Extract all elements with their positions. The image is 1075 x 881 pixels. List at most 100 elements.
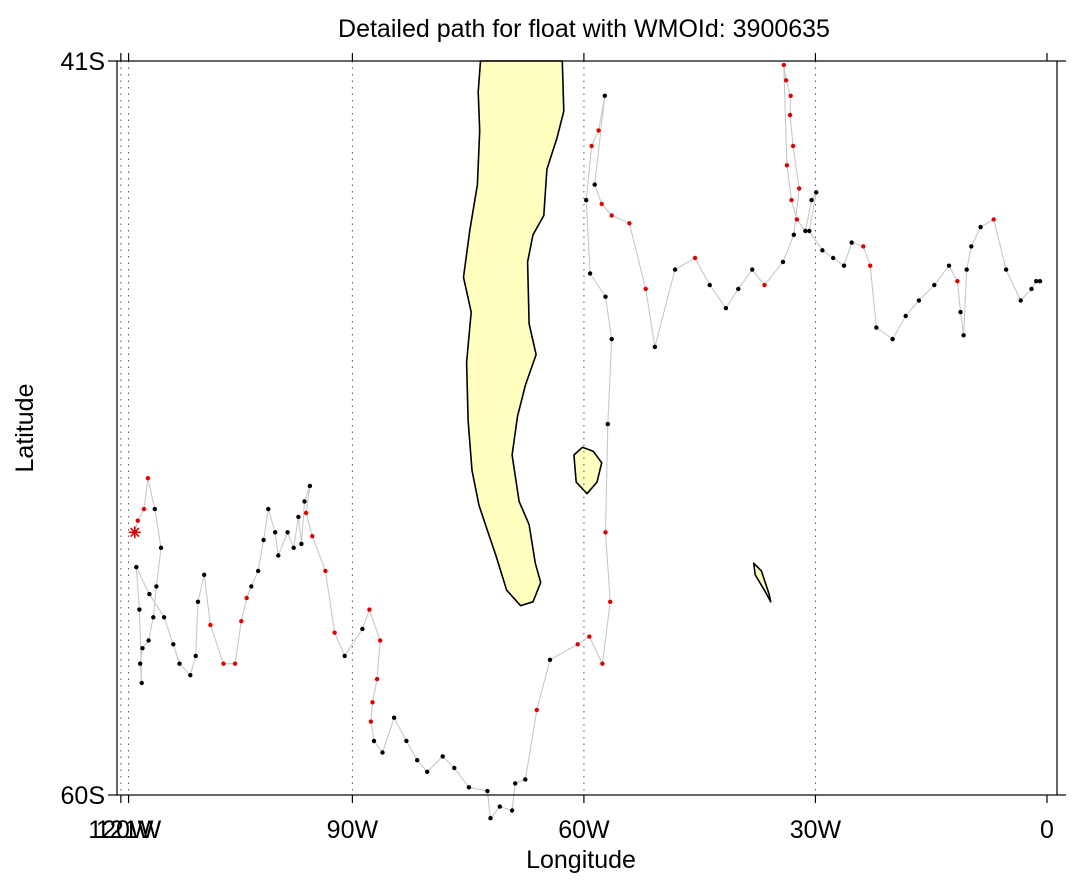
profile-point-23	[221, 661, 226, 666]
profile-point-91	[750, 267, 755, 272]
profile-point-73	[609, 336, 614, 342]
start-marker-layer	[128, 526, 141, 539]
profile-point-105	[809, 197, 814, 203]
profile-point-83	[627, 221, 632, 226]
profile-point-45	[367, 607, 372, 612]
profile-point-60	[488, 816, 493, 821]
profile-point-6	[154, 584, 159, 589]
profile-point-109	[831, 255, 836, 261]
profile-point-98	[788, 93, 793, 99]
land-layer	[462, 60, 772, 607]
profile-point-72	[605, 421, 610, 427]
profile-point-56	[440, 754, 445, 759]
profile-point-44	[360, 626, 365, 632]
profile-point-9	[140, 646, 145, 651]
profile-point-50	[371, 738, 377, 744]
profile-point-33	[285, 530, 290, 535]
y-tick-label-60s: 60S	[61, 782, 105, 810]
x-tick-label-120w: 120W	[88, 816, 154, 844]
profile-point-34	[291, 545, 296, 550]
profile-point-115	[890, 336, 895, 342]
profile-point-90	[736, 286, 741, 292]
profile-point-71	[603, 530, 608, 535]
profile-point-1	[135, 518, 140, 523]
start-marker-stroke-3	[129, 527, 140, 538]
profile-point-11	[139, 680, 144, 686]
profile-point-126	[991, 217, 996, 222]
profile-point-113	[868, 263, 873, 268]
profile-point-37	[302, 499, 307, 504]
profile-point-118	[932, 282, 937, 288]
profile-point-61	[497, 804, 502, 809]
profile-points	[132, 62, 1043, 821]
profile-point-57	[452, 765, 457, 771]
profile-point-123	[964, 267, 969, 272]
profile-point-75	[587, 271, 593, 276]
profile-point-112	[861, 244, 866, 249]
profile-point-48	[370, 700, 375, 705]
profile-point-119	[946, 263, 952, 268]
profile-point-38	[307, 483, 313, 489]
profile-point-41	[323, 568, 328, 574]
profile-point-58	[466, 785, 472, 790]
profile-point-29	[261, 537, 266, 543]
x-tick-label-90w: 90W	[327, 816, 379, 844]
x-axis-label: Longitude	[526, 846, 636, 874]
profile-point-127	[1003, 267, 1009, 272]
profile-point-16	[171, 642, 176, 647]
profile-point-55	[425, 769, 430, 774]
chart-title: Detailed path for float with WMOId: 3900…	[338, 15, 830, 43]
profile-point-32	[276, 553, 281, 558]
profile-point-51	[380, 750, 385, 755]
profile-point-10	[138, 661, 143, 666]
profile-point-88	[707, 282, 712, 288]
profile-point-82	[609, 213, 614, 218]
profile-point-3	[145, 476, 151, 481]
profile-point-20	[195, 599, 201, 604]
profile-point-125	[978, 224, 983, 230]
profile-point-36	[299, 541, 304, 547]
profile-point-76	[584, 197, 589, 203]
profile-point-130	[1034, 279, 1039, 284]
profile-point-69	[600, 661, 605, 666]
profile-point-122	[961, 333, 966, 338]
profile-point-78	[596, 128, 601, 133]
profile-point-97	[787, 112, 793, 118]
profile-point-26	[244, 595, 249, 601]
y-axis-label: Latitude	[11, 384, 39, 473]
profile-point-77	[589, 143, 594, 149]
profile-point-63	[513, 781, 518, 786]
profile-point-52	[391, 715, 397, 720]
profile-point-67	[575, 642, 580, 647]
profile-point-87	[692, 255, 698, 261]
profile-point-131	[1037, 279, 1043, 284]
profile-point-28	[256, 568, 261, 574]
profile-point-85	[652, 344, 658, 350]
falkland-islands	[573, 446, 603, 495]
profile-point-40	[310, 534, 315, 539]
profile-point-59	[485, 788, 490, 794]
profile-point-129	[1029, 286, 1034, 292]
profile-point-102	[789, 197, 794, 203]
profile-point-15	[161, 615, 167, 620]
track-line	[134, 64, 1040, 820]
profile-point-4	[152, 506, 157, 512]
profile-point-35	[296, 514, 301, 520]
profile-point-84	[643, 286, 648, 292]
profile-point-108	[820, 248, 825, 253]
profile-point-19	[193, 653, 198, 659]
south-america	[462, 60, 565, 607]
profile-point-110	[841, 263, 847, 268]
profile-point-121	[958, 309, 963, 315]
profile-point-111	[849, 240, 854, 245]
profile-point-2	[141, 506, 147, 512]
profile-point-99	[783, 78, 789, 83]
profile-point-120	[955, 279, 960, 284]
profile-point-25	[239, 619, 244, 624]
profile-point-21	[202, 572, 207, 577]
profile-point-68	[587, 634, 592, 639]
plot-frame	[116, 60, 1058, 796]
profile-point-7	[151, 615, 156, 620]
x-tick-label-0: 0	[1040, 816, 1054, 844]
profile-point-95	[797, 186, 802, 191]
